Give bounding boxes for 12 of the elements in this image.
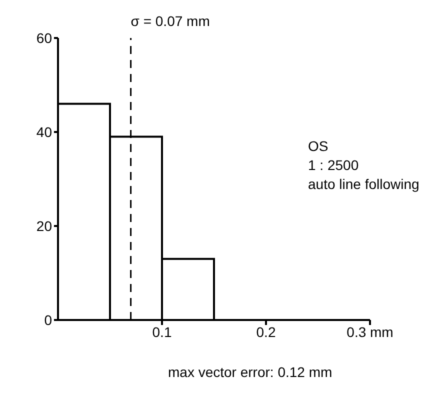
x-tick-label: 0.3 mm bbox=[346, 324, 394, 340]
x-tick-label: 0.1 bbox=[152, 324, 172, 340]
text: max vector error: 0.12 mm bbox=[168, 364, 332, 380]
annotation: OS bbox=[308, 138, 328, 154]
ref-line-label: σ = 0.07 mm bbox=[130, 12, 210, 29]
y-tick-label: 20 bbox=[36, 218, 52, 234]
y-tick-label: 0 bbox=[44, 312, 52, 328]
x-tick-label: 0.2 bbox=[256, 324, 276, 340]
y-tick-label: 60 bbox=[36, 30, 52, 46]
annotation: auto line following bbox=[308, 176, 420, 192]
y-tick-label: 40 bbox=[36, 124, 52, 140]
annotation: 1 : 2500 bbox=[308, 157, 359, 173]
